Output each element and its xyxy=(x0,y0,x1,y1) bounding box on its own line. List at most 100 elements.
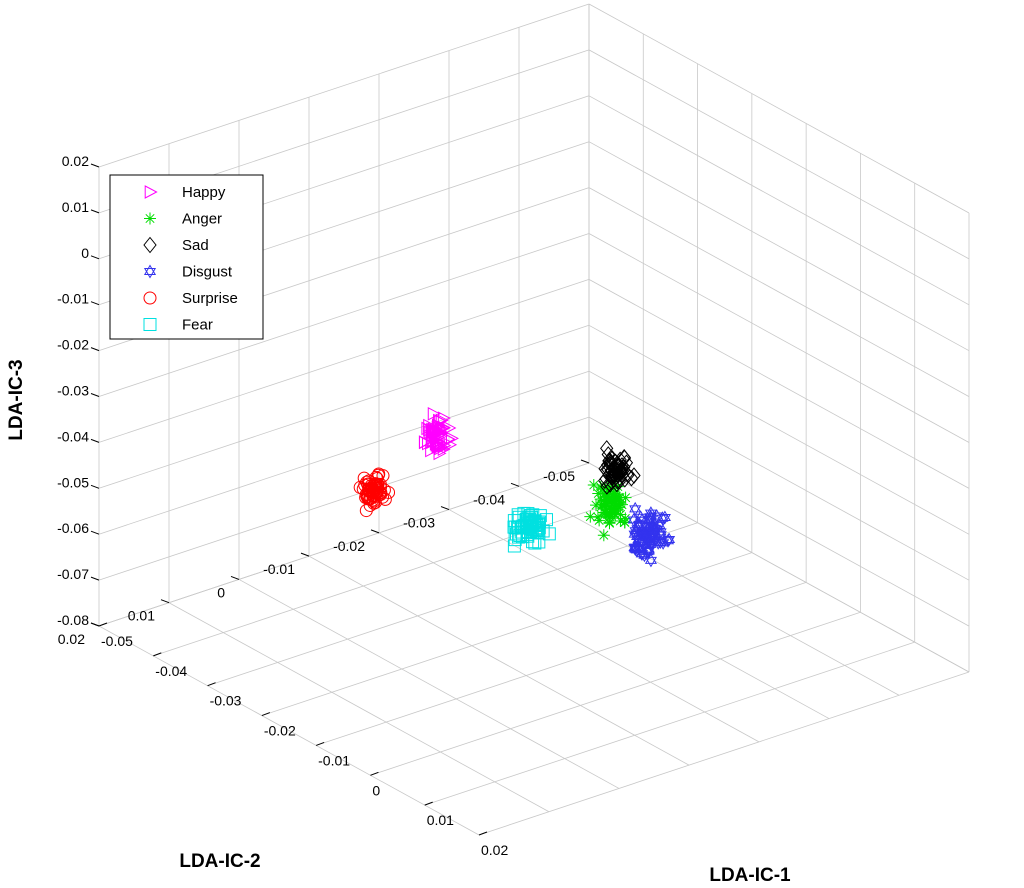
x-tick-mark xyxy=(370,771,379,776)
data-point xyxy=(584,510,597,523)
data-point xyxy=(371,478,385,492)
y-tick-label: -0.04 xyxy=(473,491,505,507)
data-point xyxy=(601,446,615,463)
data-point xyxy=(437,411,451,426)
wall-grid-line xyxy=(588,324,970,535)
data-point xyxy=(627,467,641,484)
x-tick-label: 0 xyxy=(372,782,380,798)
y-tick-mark xyxy=(580,459,590,464)
data-point xyxy=(432,428,446,443)
wall-grid-line xyxy=(98,279,590,443)
legend-marker xyxy=(143,291,157,305)
data-point xyxy=(619,512,632,525)
data-point xyxy=(609,508,622,521)
legend-marker xyxy=(143,236,157,254)
data-point xyxy=(604,494,617,507)
x-axis-title: LDA-IC-1 xyxy=(709,865,791,886)
legend-item-sad: Sad xyxy=(143,236,209,254)
wall-grid-line xyxy=(588,462,970,673)
wall-grid-line xyxy=(98,324,590,489)
data-point xyxy=(653,518,666,533)
data-point xyxy=(513,529,527,543)
wall-grid-line xyxy=(588,95,970,306)
data-point xyxy=(593,514,606,527)
points-layer xyxy=(353,407,676,568)
legend-label: Disgust xyxy=(182,264,233,281)
data-point xyxy=(599,497,612,510)
data-point xyxy=(530,525,544,539)
series-sad xyxy=(598,440,641,495)
x-tick-mark xyxy=(478,831,488,836)
floor-grid-line xyxy=(308,555,690,766)
data-point xyxy=(617,461,631,479)
z-tick-mark xyxy=(90,163,100,168)
data-point xyxy=(587,479,600,492)
data-point xyxy=(445,431,459,446)
z-tick-label: -0.03 xyxy=(57,383,89,399)
y-tick-mark xyxy=(90,622,100,627)
data-point xyxy=(661,533,675,548)
y-tick-mark xyxy=(370,529,380,534)
y-tick-label: -0.05 xyxy=(543,468,575,484)
data-point xyxy=(605,450,619,467)
y-tick-label: 0.02 xyxy=(58,631,85,647)
legend-marker xyxy=(143,318,157,331)
floor-grid-line xyxy=(98,625,480,836)
wall-grid-line xyxy=(588,3,970,214)
data-point xyxy=(614,514,627,527)
z-axis-title: LDA-IC-3 xyxy=(6,359,27,440)
data-point xyxy=(600,490,613,503)
floor-grid-line xyxy=(316,582,807,746)
z-tick-mark xyxy=(90,393,100,397)
legend: Happy Anger Sad Disgust Surprise Fear xyxy=(109,174,264,340)
legend-label: Happy xyxy=(182,184,226,201)
wall-grid-line xyxy=(588,233,970,443)
series-happy xyxy=(418,407,459,461)
data-point xyxy=(598,506,611,519)
y-tick-mark xyxy=(510,482,520,487)
x-tick-label: -0.02 xyxy=(264,723,296,739)
data-point xyxy=(633,541,646,556)
z-tick-label: -0.07 xyxy=(57,566,89,582)
wall-grid-line xyxy=(98,3,590,168)
data-point xyxy=(619,491,632,504)
x-tick-mark xyxy=(424,801,433,806)
series-fear xyxy=(507,506,556,553)
z-tick-mark xyxy=(90,438,100,443)
z-tick-mark xyxy=(90,576,100,581)
legend-marker xyxy=(144,185,158,199)
x-tick-label: -0.04 xyxy=(155,663,187,679)
z-tick-label: -0.05 xyxy=(57,474,89,490)
data-point xyxy=(629,501,642,516)
legend-marker xyxy=(143,264,157,279)
y-tick-mark xyxy=(230,575,240,580)
legend-item-happy: Happy xyxy=(144,184,226,201)
y-tick-label: -0.02 xyxy=(333,538,365,554)
z-tick-label: 0 xyxy=(81,245,89,261)
floor-grid-line xyxy=(168,602,550,813)
y-tick-label: -0.01 xyxy=(263,561,295,577)
data-point xyxy=(612,501,625,514)
wall-grid-line xyxy=(98,233,590,397)
wall-grid-line xyxy=(588,370,970,581)
data-point xyxy=(428,433,442,447)
data-point xyxy=(437,442,451,457)
data-point xyxy=(509,527,523,541)
data-point xyxy=(644,514,657,529)
floor-grid-line xyxy=(238,579,620,789)
data-point xyxy=(532,535,546,549)
z-tick-mark xyxy=(90,484,100,489)
x-tick-mark xyxy=(261,712,271,717)
x-tick-mark xyxy=(153,652,162,657)
data-point xyxy=(597,529,610,542)
data-point xyxy=(532,516,546,530)
y-axis-title: LDA-IC-2 xyxy=(179,851,260,872)
data-point xyxy=(618,516,631,529)
wall-grid-line xyxy=(98,462,590,627)
z-tick-label: -0.01 xyxy=(57,291,89,307)
data-point xyxy=(602,512,615,525)
z-tick-mark xyxy=(90,209,100,214)
data-point xyxy=(618,471,632,488)
floor-grid-line xyxy=(448,509,830,719)
